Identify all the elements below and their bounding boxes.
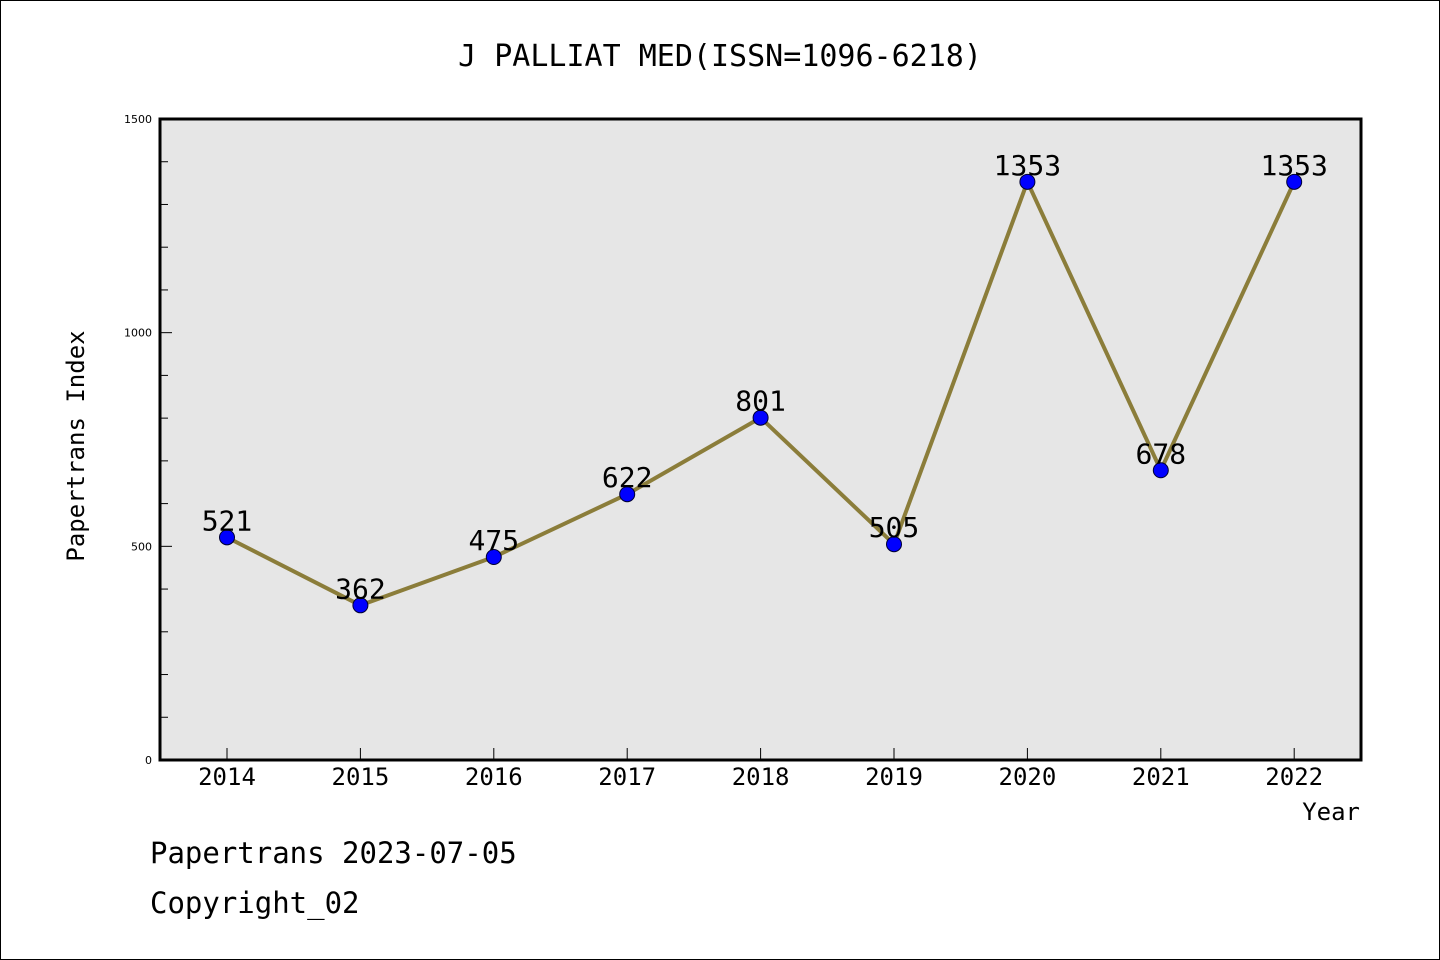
y-tick-label: 500 xyxy=(131,540,152,553)
y-tick-label: 1000 xyxy=(124,327,152,340)
x-tick-label: 2022 xyxy=(1265,763,1323,791)
x-tick-label: 2015 xyxy=(332,763,390,791)
data-labels: 521 362 475 622 801 505 1353 678 1353 xyxy=(202,149,1328,605)
data-point xyxy=(1019,173,1036,190)
data-point xyxy=(752,409,769,426)
x-tick-label: 2017 xyxy=(598,763,656,791)
x-axis: 2014 2015 2016 2017 2018 2019 2020 2021 2022 xyxy=(198,748,1323,791)
x-tick-label: 2016 xyxy=(465,763,523,791)
x-tick-label: 2020 xyxy=(999,763,1057,791)
footer-date: Papertrans 2023-07-05 xyxy=(150,836,517,870)
data-label: 1353 xyxy=(994,149,1061,182)
data-point xyxy=(485,549,502,566)
data-label: 505 xyxy=(869,511,920,544)
data-label: 362 xyxy=(335,572,386,605)
x-tick-label: 2019 xyxy=(865,763,923,791)
data-label: 1353 xyxy=(1260,149,1327,182)
data-label: 622 xyxy=(602,461,653,494)
data-label: 521 xyxy=(202,504,253,537)
x-tick-label: 2018 xyxy=(732,763,790,791)
data-point xyxy=(1286,173,1303,190)
data-label: 475 xyxy=(469,524,520,557)
data-label: 801 xyxy=(735,385,786,418)
y-axis-label: Papertrans Index xyxy=(62,330,90,561)
x-tick-label: 2014 xyxy=(198,763,256,791)
data-label: 678 xyxy=(1136,437,1187,470)
chart-title: J PALLIAT MED(ISSN=1096-6218) xyxy=(458,39,982,74)
y-axis: 0 500 1000 1500 xyxy=(124,113,172,767)
data-markers xyxy=(219,173,1303,614)
plot-area xyxy=(158,117,1363,762)
y-tick-label: 1500 xyxy=(124,113,152,126)
y-tick-label: 0 xyxy=(145,754,152,767)
footer-copyright: Copyright_02 xyxy=(150,886,360,920)
data-point xyxy=(219,529,235,546)
x-tick-label: 2021 xyxy=(1132,763,1190,791)
data-point xyxy=(619,486,636,503)
data-point xyxy=(1152,462,1169,479)
data-point xyxy=(352,597,369,614)
x-axis-label: Year xyxy=(1302,798,1360,826)
data-point xyxy=(886,536,902,553)
